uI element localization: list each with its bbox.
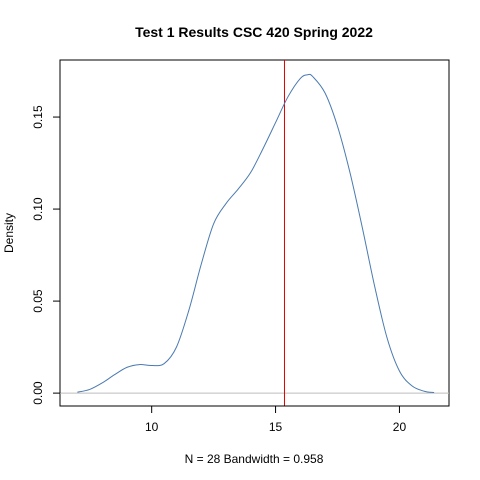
y-axis: 0.00 0.05 0.10 0.15 [31,105,61,405]
x-tick-label: 10 [145,420,159,434]
chart-title: Test 1 Results CSC 420 Spring 2022 [135,24,373,40]
x-tick-label: 15 [269,420,283,434]
y-tick-label: 0.15 [31,105,45,129]
x-axis-label: N = 28 Bandwidth = 0.958 [185,452,324,466]
y-tick-label: 0.00 [31,381,45,405]
x-axis: 10 15 20 [145,405,407,434]
y-tick-label: 0.10 [31,197,45,221]
y-tick-label: 0.05 [31,289,45,313]
y-axis-label: Density [2,213,16,253]
density-curve-line [77,73,435,394]
x-tick-label: 20 [393,420,407,434]
density-curves [77,73,435,394]
reference-lines [60,60,449,406]
